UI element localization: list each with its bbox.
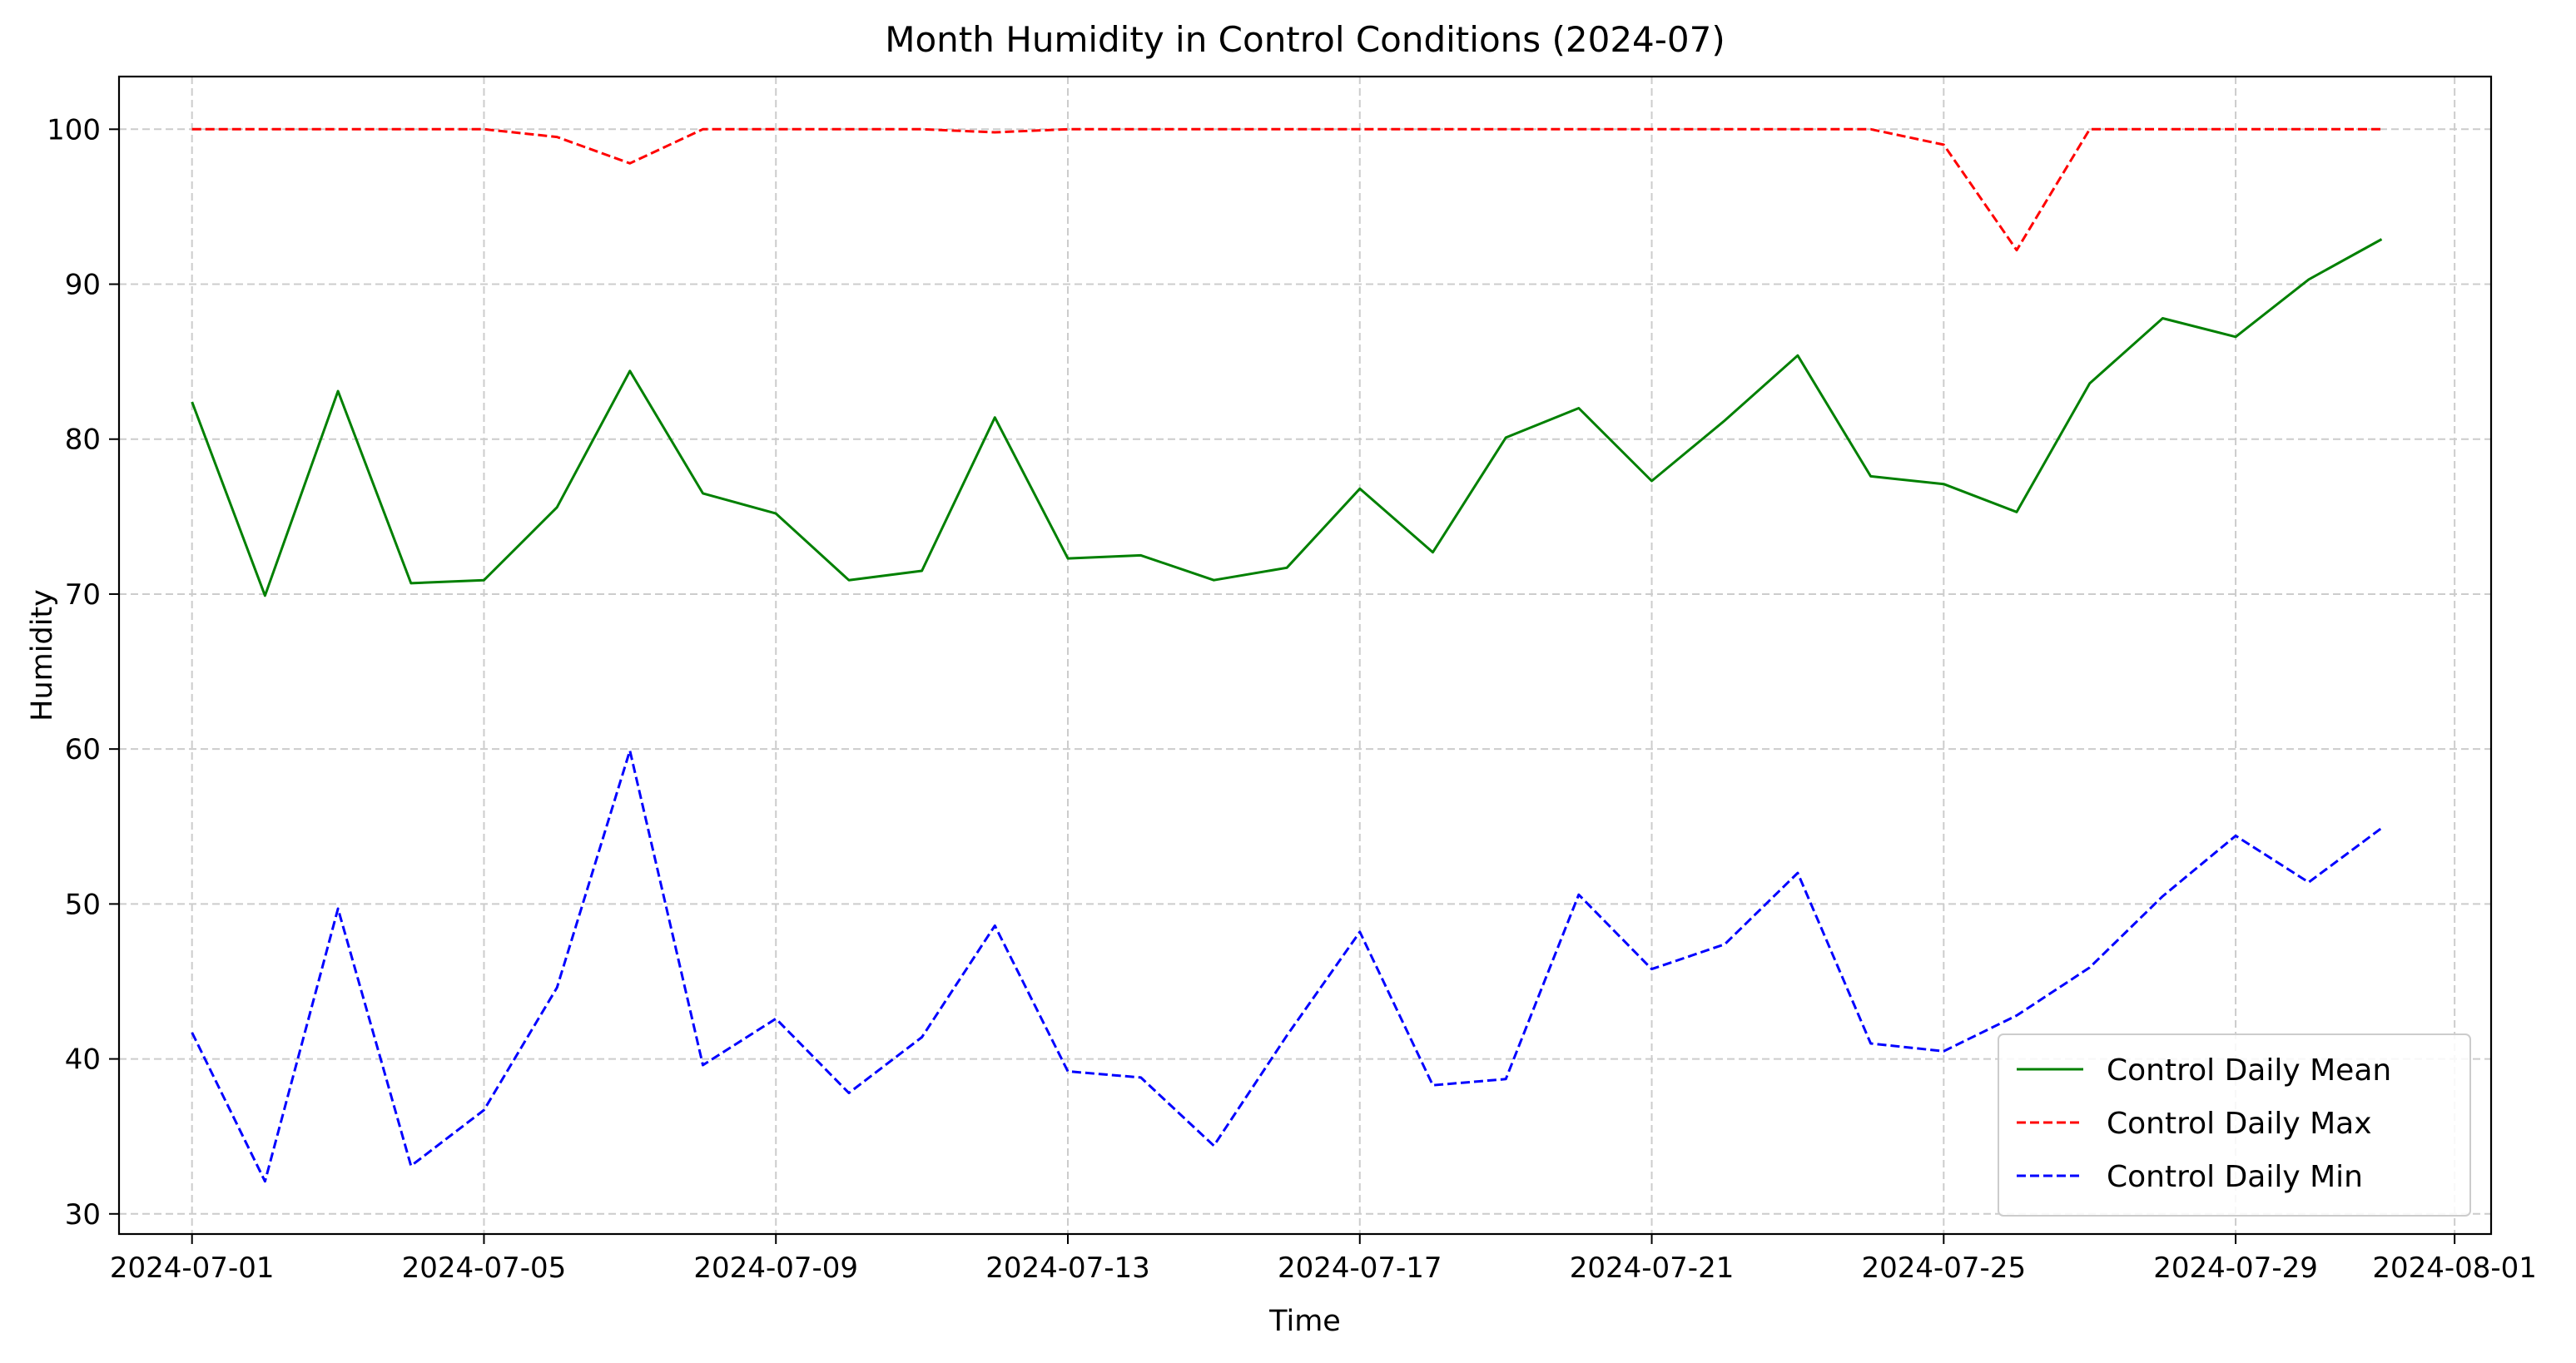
x-tick-label: 2024-07-25 bbox=[1862, 1251, 2027, 1285]
x-tick-label: 2024-07-01 bbox=[110, 1251, 275, 1285]
y-tick-label: 90 bbox=[65, 269, 101, 302]
x-tick-label: 2024-07-09 bbox=[693, 1251, 858, 1285]
legend: Control Daily Mean Control Daily Max Contr… bbox=[1998, 1033, 2471, 1217]
y-tick-label: 70 bbox=[65, 578, 101, 612]
y-tick-label: 100 bbox=[47, 113, 101, 146]
legend-label: Control Daily Mean bbox=[2107, 1053, 2391, 1088]
y-tick-label: 80 bbox=[65, 424, 101, 457]
y-tick-label: 50 bbox=[65, 888, 101, 921]
x-tick-label: 2024-07-05 bbox=[402, 1251, 567, 1285]
series-lines bbox=[191, 127, 2383, 1183]
x-tick-label: 2024-07-17 bbox=[1278, 1251, 1442, 1285]
y-tick-label: 60 bbox=[65, 733, 101, 766]
x-tick-label: 2024-07-13 bbox=[985, 1251, 1150, 1285]
legend-label: Control Daily Min bbox=[2107, 1160, 2363, 1194]
legend-box bbox=[1998, 1033, 2471, 1217]
plot-frame bbox=[117, 75, 2493, 1236]
y-tick-label: 30 bbox=[65, 1198, 101, 1232]
x-tick-label: 2024-08-01 bbox=[2372, 1251, 2537, 1285]
series-line-2 bbox=[191, 749, 2383, 1183]
x-tick-label: 2024-07-21 bbox=[1570, 1251, 1735, 1285]
x-tick-label: 2024-07-29 bbox=[2153, 1251, 2318, 1285]
legend-label: Control Daily Max bbox=[2107, 1107, 2372, 1141]
chart-title: Month Humidity in Control Conditions (20… bbox=[885, 19, 1725, 60]
y-tick-label: 40 bbox=[65, 1043, 101, 1077]
series-line-1 bbox=[191, 127, 2382, 252]
y-axis-title: Humidity bbox=[26, 589, 59, 721]
series-line-0 bbox=[191, 238, 2383, 597]
x-axis-title: Time bbox=[1268, 1305, 1341, 1338]
axis-ticks: 2024-07-01 2024-07-05 2024-07-09 2024-07-13… bbox=[47, 113, 2537, 1285]
